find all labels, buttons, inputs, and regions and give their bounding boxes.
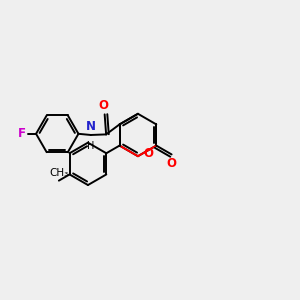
Text: O: O xyxy=(167,157,177,170)
Text: H: H xyxy=(87,142,94,152)
Text: O: O xyxy=(98,99,108,112)
Text: O: O xyxy=(143,147,153,160)
Text: F: F xyxy=(18,127,26,140)
Text: N: N xyxy=(86,120,96,133)
Text: CH₃: CH₃ xyxy=(49,168,68,178)
